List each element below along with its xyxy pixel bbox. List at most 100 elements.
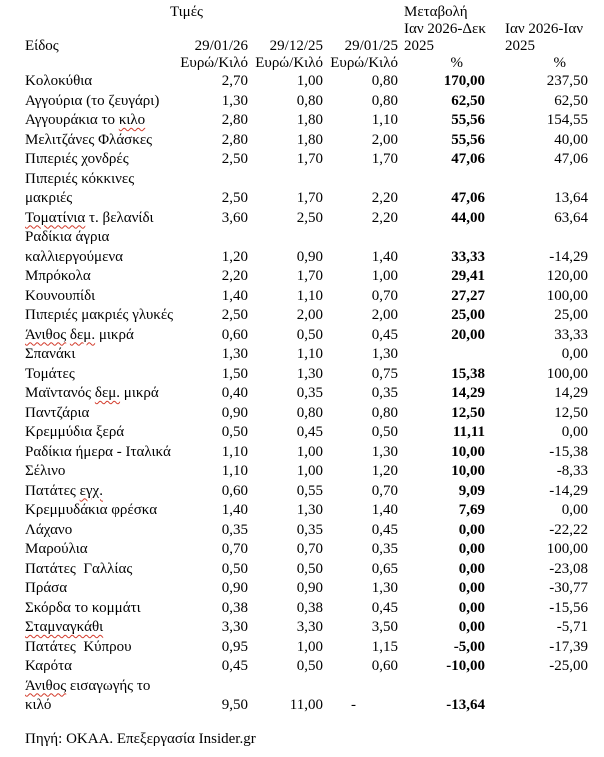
price-value-cell: 1,80 [296,131,323,148]
table-row: Ραδίκια ήμερα - Ιταλικά 1,10 1,00 1,30 10,00… [25,443,588,463]
table-row: Πατάτες Κύπρου 0,95 1,00 1,15 -5,00 -17,39 [25,638,588,658]
price-value-cell: 0,45 [371,599,398,616]
change-value-cell: -13,64 [446,697,485,713]
change-value-cell: -15,56 [549,599,588,616]
price-value-cell: 9,50 [221,697,248,713]
price-value-cell: 2,00 [296,307,323,323]
price-value-cell: 1,30 [221,92,248,109]
misspelled-item-label-part: Άνιθος [25,677,67,694]
item-label-part: Καρότα [25,658,73,674]
price-value-cell: 1,20 [221,248,248,265]
change-value-cell: -17,39 [549,638,588,655]
item-name-cell: Σκόρδα το κομμάτι [25,599,170,619]
item-label-part: Ραδίκια άγρια καλλιεργούμενα [25,229,124,265]
price-value-cell: 0,65 [371,560,398,577]
price-value-cell: 3,50 [371,619,398,635]
price-value-cell: 0,80 [296,404,323,421]
item-label-part: Κολοκύθια [25,73,93,89]
price-value-cell: 0,50 [296,560,323,577]
table-row: Αγγούρια (το ζευγάρι) 1,30 0,80 0,80 62,50 62… [25,92,588,112]
item-label-part: Μαρούλια [25,541,88,557]
price-value-cell: 1,00 [296,443,323,460]
item-label-part: Πράσα [25,580,68,596]
price-value-cell: 2,20 [371,190,398,206]
change-value-cell: -10,00 [446,658,485,674]
item-name-cell: Κολοκύθια [25,72,170,92]
item-name-cell: Άνιθος δεμ. μικρά [25,326,170,346]
header-item-label: Είδος [25,38,59,54]
change-value-cell: -25,00 [549,658,588,674]
table-row: Αγγουράκια το κιλο 2,80 1,80 1,10 55,56 154,5… [25,111,588,131]
table-row: Σταμναγκάθι 3,30 3,30 3,50 0,00 -5,71 [25,618,588,638]
change-value-cell: 154,55 [546,112,588,128]
price-value-cell: 1,00 [296,463,323,479]
table-row: Κουνουπίδι 1,40 1,10 0,70 27,27 100,00 [25,287,588,307]
price-value-cell: 0,90 [221,404,248,421]
change-value-cell: 0,00 [458,599,485,616]
price-value-cell: 1,10 [296,287,323,304]
item-name-cell: Τομάτες [25,365,170,385]
item-label-part: Πατάτες [25,482,80,499]
item-name-cell: Σέλινο [25,462,170,482]
header-price-column-3: 29/01/25 Ευρώ/Κιλό [323,4,398,72]
change-value-cell: 15,38 [451,365,485,382]
price-value-cell: 1,50 [221,365,248,382]
price-value-cell: 0,75 [371,365,398,382]
item-label-part: Μαϊντανός [25,385,95,401]
change-value-cell: 44,00 [451,209,485,226]
misspelled-item-label-part: Τοματίνια [25,209,86,226]
change-value-cell: 20,00 [451,326,485,343]
price-value-cell: 0,80 [371,404,398,421]
misspelled-item-label-part: κιλο [118,112,146,128]
price-value-cell: 0,38 [221,599,248,616]
item-name-cell: Καρότα [25,657,170,677]
item-label-part: Πατάτες Γαλλίας [25,560,133,577]
price-value-cell: 0,35 [221,521,248,538]
table-row: Σπανάκι 1,30 1,10 1,30 0,00 [25,345,588,365]
price-value-cell: 1,70 [296,268,323,284]
change-value-cell: 237,50 [546,73,588,89]
price-value-cell: 1,30 [296,502,323,518]
price-value-cell: 0,50 [296,658,323,674]
price-value-cell: 0,35 [371,541,398,557]
misspelled-item-label-part: Σταμναγκάθι [25,619,104,635]
price-value-cell: 0,80 [371,73,398,89]
header-spacer [25,4,170,21]
change-value-cell: 14,29 [451,385,485,401]
change-value-cell: 47,06 [554,151,588,167]
price-value-cell: 0,90 [296,248,323,265]
header-period: Ιαν 2026-Ιαν [505,21,584,37]
table-row: Πιπεριές κόκκινες μακριές 2,50 1,70 2,20 47,… [25,170,588,209]
change-value-cell: 100,00 [546,365,588,382]
price-value-cell: 0,35 [296,385,323,401]
item-name-cell: Μαϊντανός δεμ. μικρά [25,384,170,404]
item-name-cell: Κρεμμυδάκια φρέσκα [25,501,170,521]
change-value-cell: 33,33 [554,326,588,343]
header-unit: Ευρώ/Κιλό [180,55,248,71]
item-label-part: Σέλινο [25,463,66,479]
price-value-cell: 2,70 [221,73,248,89]
header-spacer [25,55,170,72]
price-value-cell: 0,80 [371,92,398,109]
item-name-cell: Αγγούρια (το ζευγάρι) [25,92,170,112]
table-row: Πιπεριές χονδρές 2,50 1,70 1,70 47,06 47,06 [25,150,588,170]
change-value-cell: 10,00 [451,463,485,479]
item-name-cell: Τοματίνια τ. βελανίδι [25,209,170,229]
price-value-cell: 1,30 [296,365,323,382]
change-value-cell: -22,22 [549,521,588,538]
item-label-part: Ραδίκια ήμερα - Ιταλικά [25,443,171,460]
item-label-part: Σκόρδα το κομμάτι [25,599,141,616]
table-row: Μπρόκολα 2,20 1,70 1,00 29,41 120,00 [25,267,588,287]
table-row: Κρεμμύδια ξερά 0,50 0,45 0,50 11,11 0,00 [25,423,588,443]
header-date: 29/01/25 [344,38,398,54]
header-prices-group-label: Τιμές [170,4,203,20]
price-value-cell: 0,95 [221,638,248,655]
item-name-cell: Ραδίκια άγρια καλλιεργούμενα [25,228,170,267]
change-value-cell: -5,71 [556,619,588,635]
header-change-group-label: Μεταβολή [404,4,468,20]
table-row: Πράσα 0,90 0,90 1,30 0,00 -30,77 [25,579,588,599]
item-name-cell: Λάχανο [25,521,170,541]
table-row: Μαϊντανός δεμ. μικρά 0,40 0,35 0,35 14,29 14,… [25,384,588,404]
price-value-cell: 1,70 [371,151,398,167]
